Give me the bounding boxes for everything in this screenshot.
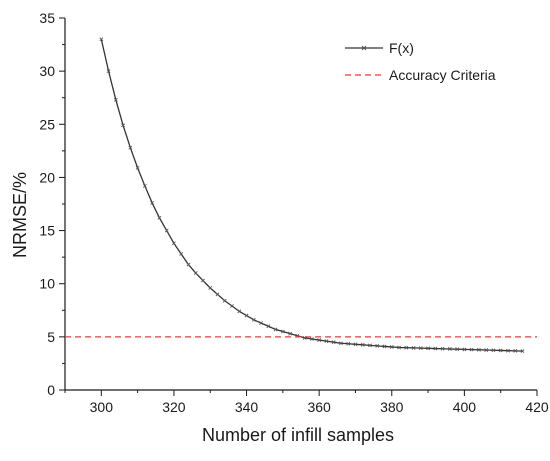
- axes: 300 320 340 360 380 400 420 0 5 10 15 20 25 30 35: [39, 10, 548, 415]
- data-point: [201, 278, 205, 283]
- series-markers-1: [99, 37, 525, 354]
- y-tick-label: 0: [47, 382, 55, 398]
- data-point: [331, 340, 336, 345]
- data-point: [440, 346, 445, 351]
- data-point: [172, 241, 176, 246]
- data-point: [426, 346, 430, 351]
- x-tick-label: 300: [90, 399, 114, 415]
- data-point: [230, 304, 234, 308]
- y-tick-label: 15: [39, 223, 55, 239]
- data-point: [99, 37, 104, 42]
- data-point: [346, 341, 351, 346]
- legend-label-1: F(x): [389, 40, 414, 56]
- legend-marker-1: [361, 45, 367, 51]
- data-point: [121, 123, 126, 128]
- data-point: [375, 343, 380, 348]
- x-tick-label: 380: [380, 399, 404, 415]
- data-point: [513, 348, 518, 353]
- data-point: [455, 347, 460, 352]
- data-point: [128, 145, 133, 150]
- data-point: [339, 341, 343, 346]
- data-point: [142, 184, 147, 188]
- data-point: [462, 347, 467, 352]
- y-tick-label: 25: [39, 116, 55, 132]
- data-point: [135, 165, 140, 170]
- data-point: [469, 347, 474, 352]
- data-point: [520, 349, 525, 354]
- y-axis-title: NRMSE/%: [10, 172, 30, 258]
- data-point: [484, 348, 489, 352]
- data-point: [157, 215, 162, 220]
- y-tick-label: 20: [39, 169, 55, 185]
- data-point: [360, 342, 365, 347]
- data-point: [498, 348, 503, 353]
- data-point: [288, 331, 293, 336]
- x-tick-label: 320: [162, 399, 186, 415]
- series-line-1: [100, 39, 523, 352]
- data-point: [418, 346, 423, 351]
- data-point: [411, 345, 416, 350]
- data-point: [251, 317, 256, 322]
- data-point: [186, 262, 191, 267]
- y-tick-label: 10: [39, 276, 55, 292]
- data-point: [368, 343, 372, 348]
- data-point: [433, 346, 438, 351]
- data-point: [179, 252, 184, 256]
- x-tick-label: 420: [525, 399, 549, 415]
- data-point: [259, 321, 263, 325]
- x-axis-title: Number of infill samples: [202, 425, 394, 445]
- legend-label-2: Accuracy Criteria: [389, 67, 496, 83]
- data-point: [353, 342, 358, 347]
- data-point: [309, 337, 314, 341]
- data-point: [215, 292, 220, 297]
- data-point: [317, 338, 322, 342]
- data-point: [280, 329, 285, 334]
- data-point: [106, 69, 111, 74]
- data-point: [244, 313, 249, 318]
- data-point: [476, 347, 481, 352]
- data-point: [193, 271, 198, 276]
- x-tick-label: 360: [307, 399, 331, 415]
- data-point: [447, 347, 452, 351]
- data-point: [506, 348, 510, 353]
- data-point: [382, 344, 387, 349]
- data-point: [208, 286, 213, 290]
- data-point: [404, 345, 409, 350]
- x-tick-label: 400: [453, 399, 477, 415]
- data-point: [491, 348, 496, 353]
- data-point: [150, 201, 155, 205]
- x-tick-label: 340: [235, 399, 259, 415]
- data-point: [389, 345, 394, 349]
- data-point: [397, 345, 401, 350]
- legend: F(x) Accuracy Criteria: [345, 40, 496, 83]
- data-point: [164, 228, 169, 233]
- data-point: [237, 309, 242, 314]
- y-tick-label: 5: [47, 329, 55, 345]
- data-point: [324, 339, 329, 344]
- y-tick-label: 30: [39, 63, 55, 79]
- series-layer: [65, 37, 537, 354]
- data-point: [273, 327, 278, 332]
- data-point: [266, 324, 271, 329]
- data-point: [222, 298, 227, 303]
- data-point: [113, 97, 118, 102]
- y-tick-label: 35: [39, 10, 55, 26]
